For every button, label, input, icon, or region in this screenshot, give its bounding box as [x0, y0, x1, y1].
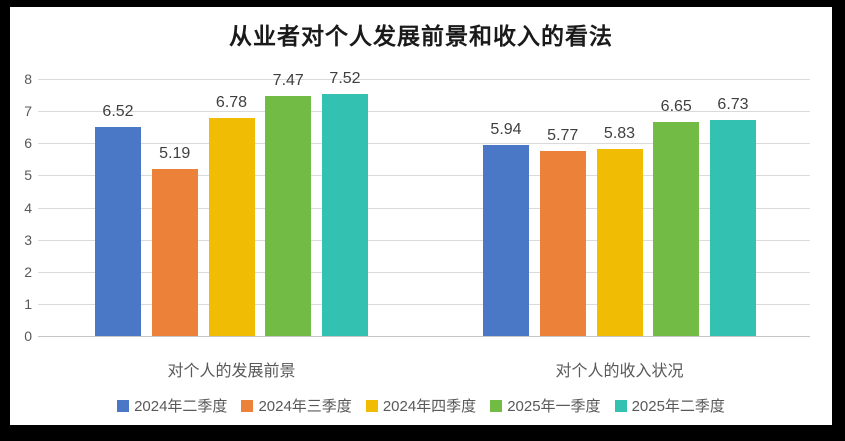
bar-series-1-group-1: [95, 126, 141, 336]
legend-swatch-icon: [614, 399, 627, 412]
y-axis-tick-label: 7: [24, 103, 32, 119]
legend-swatch-icon: [117, 399, 130, 412]
legend-label: 2024年三季度: [258, 398, 352, 415]
y-axis-tick-label: 3: [24, 232, 32, 248]
bar-series-4-group-2: [653, 122, 700, 336]
category-axis-label: 对个人的收入状况: [555, 363, 684, 380]
gridline: [38, 111, 810, 112]
data-label: 7.47: [272, 72, 304, 90]
chart-title: 从业者对个人发展前景和收入的看法: [229, 24, 613, 49]
y-axis: 0 1 2 3 4 5 6 7 8: [10, 7, 32, 425]
data-label: 5.77: [547, 126, 579, 144]
legend-label: 2024年二季度: [134, 398, 228, 415]
data-label: 6.78: [215, 94, 248, 112]
y-axis-tick-label: 2: [24, 264, 32, 280]
bar-series-5-group-2: [710, 119, 756, 336]
bar-series-2-group-1: [151, 169, 198, 336]
gridline: [38, 304, 810, 305]
gridline: [38, 175, 810, 176]
data-label: 5.94: [490, 121, 522, 139]
y-axis-tick-label: 5: [24, 167, 32, 183]
y-axis-tick-label: 6: [24, 135, 32, 151]
data-label: 6.73: [717, 95, 749, 113]
legend-item-4: 2025年一季度: [490, 395, 601, 416]
legend: 2024年二季度 2024年三季度 2024年四季度 2025年一季度 2025年二季度: [10, 395, 832, 416]
legend-item-3: 2024年四季度: [365, 395, 477, 416]
legend-label: 2025年二季度: [631, 398, 725, 415]
data-label: 5.19: [159, 145, 191, 163]
gridline: [38, 143, 810, 144]
legend-label: 2024年四季度: [382, 398, 477, 415]
legend-item-1: 2024年二季度: [117, 395, 227, 416]
y-axis-tick-label: 0: [24, 328, 32, 344]
y-axis-tick-label: 1: [24, 296, 32, 312]
y-axis-tick-label: 4: [24, 200, 32, 216]
bar-series-2-group-2: [539, 150, 586, 336]
legend-swatch-icon: [365, 399, 378, 412]
category-axis-label: 对个人的发展前景: [167, 363, 296, 380]
legend-label: 2025年一季度: [507, 398, 601, 415]
x-axis-baseline: [38, 336, 810, 337]
data-label: 6.52: [102, 102, 134, 120]
bar-series-3-group-2: [596, 148, 643, 336]
data-label: 6.65: [660, 98, 692, 116]
gridline: [38, 79, 810, 80]
legend-swatch-icon: [490, 399, 503, 412]
bar-series-4-group-1: [265, 96, 312, 336]
legend-item-2: 2024年三季度: [241, 395, 352, 416]
bar-series-1-group-2: [483, 145, 529, 336]
gridline: [38, 208, 810, 209]
gridline: [38, 240, 810, 241]
chart-canvas: 从业者对个人发展前景和收入的看法 0 1 2 3 4 5 6 7 8 6.52 5.19 6.78 7…: [10, 7, 832, 425]
bar-series-3-group-1: [208, 118, 255, 336]
legend-swatch-icon: [241, 399, 254, 412]
bar-series-5-group-1: [322, 94, 368, 336]
plot-area: 6.52 5.19 6.78 7.47 7.52 对个人的发展前景 5.94 5.77 5.83…: [38, 70, 810, 380]
legend-item-5: 2025年二季度: [614, 395, 725, 416]
y-axis-tick-label: 8: [24, 71, 32, 87]
gridline: [38, 272, 810, 273]
data-label: 5.83: [603, 124, 636, 142]
data-label: 7.52: [329, 70, 361, 88]
